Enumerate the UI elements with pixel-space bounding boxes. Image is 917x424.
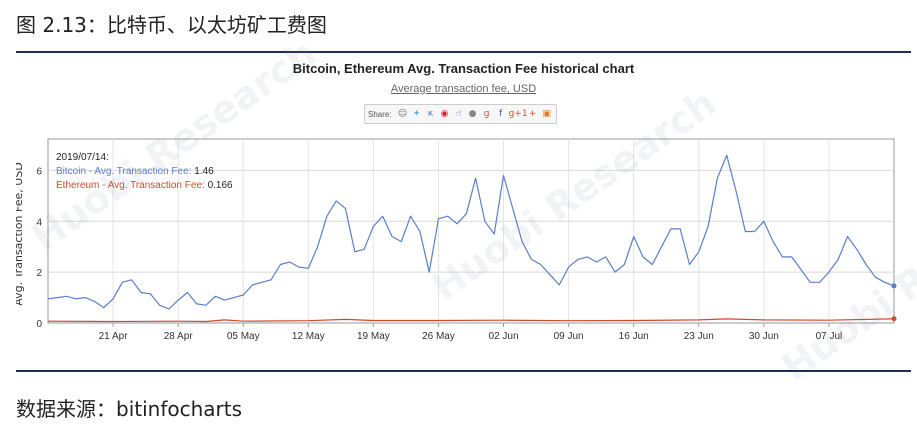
tooltip-entry-value: 1.46 xyxy=(194,166,214,177)
facebook-icon[interactable]: f xyxy=(498,109,503,119)
y-tick-label: 6 xyxy=(36,166,42,177)
x-tick-label: 09 Jun xyxy=(554,331,584,342)
y-tick-label: 0 xyxy=(36,319,42,330)
y-tick-label: 2 xyxy=(36,268,42,279)
weibo-icon[interactable]: ◉ xyxy=(440,109,449,119)
x-tick-label: 21 Apr xyxy=(99,331,129,342)
figure-caption: 图 2.13：比特币、以太坊矿工费图 xyxy=(16,13,327,37)
box-icon[interactable]: ▣ xyxy=(542,109,551,119)
share-toolbar: Share: ☺ ✦ к ◉ ☝ ● g f g+1 + ▣ xyxy=(364,104,557,124)
chart-subtitle[interactable]: Average transaction fee, USD xyxy=(390,83,537,95)
grid-layer xyxy=(47,138,895,324)
series-line-ethereum xyxy=(47,318,895,323)
x-tick-label: 26 May xyxy=(422,331,455,342)
x-tick-label: 23 Jun xyxy=(684,331,714,342)
tooltip-date: 2019/07/14: xyxy=(56,152,109,163)
x-tick-label: 05 May xyxy=(227,331,260,342)
x-tick-label: 30 Jun xyxy=(749,331,779,342)
x-tick-label: 12 May xyxy=(292,331,325,342)
tooltip-entry-label: Ethereum - Avg. Transaction Fee: xyxy=(56,180,208,191)
figure-source: 数据来源：bitinfocharts xyxy=(16,397,243,421)
plot-border xyxy=(47,138,895,324)
series-endpoint-ethereum xyxy=(891,316,897,322)
reddit-icon[interactable]: ☺ xyxy=(397,109,408,119)
series-line-bitcoin xyxy=(47,154,895,310)
y-tick-label: 4 xyxy=(36,217,42,228)
share-label: Share: xyxy=(368,109,392,119)
tooltip-entry-value: 0.166 xyxy=(208,180,233,191)
circle-icon[interactable]: ● xyxy=(468,109,477,119)
vk-icon[interactable]: к xyxy=(427,109,434,119)
axis-layer: 0 2 4 6 21 Apr 28 Apr 05 May 12 May 19 May 26 May… xyxy=(16,162,842,342)
chart-title: Bitcoin, Ethereum Avg. Transaction Fee h… xyxy=(292,61,635,76)
x-tick-label: 07 Jul xyxy=(816,331,843,342)
tooltip-entry: Ethereum - Avg. Transaction Fee: 0.166 xyxy=(56,180,233,191)
x-tick-label: 19 May xyxy=(357,331,390,342)
top-divider xyxy=(16,51,911,53)
googleplus-icon[interactable]: g xyxy=(483,109,490,119)
series-endpoint-bitcoin xyxy=(891,283,897,289)
tooltip-entry-label: Bitcoin - Avg. Transaction Fee: xyxy=(56,166,194,177)
x-tick-label: 02 Jun xyxy=(489,331,519,342)
x-tick-label: 28 Apr xyxy=(164,331,194,342)
tooltip-layer: 2019/07/14: Bitcoin - Avg. Transaction Fe… xyxy=(56,152,233,191)
twitter-icon[interactable]: ✦ xyxy=(412,109,421,119)
chart-plot: 0 2 4 6 21 Apr 28 Apr 05 May 12 May 19 May 26 May… xyxy=(16,138,897,342)
series-layer xyxy=(47,154,897,323)
tooltip-entry: Bitcoin - Avg. Transaction Fee: 1.46 xyxy=(56,166,214,177)
y-axis-label: Avg. Transaction Fee, USD xyxy=(16,162,25,306)
bottom-divider xyxy=(16,370,911,372)
gplus1-icon[interactable]: g+1 xyxy=(508,109,528,119)
thumb-icon[interactable]: ☝ xyxy=(455,109,462,119)
x-tick-label: 16 Jun xyxy=(619,331,649,342)
plus-icon[interactable]: + xyxy=(528,109,537,119)
chart-panel: 0 2 4 6 21 Apr 28 Apr 05 May 12 May 19 May 26 May… xyxy=(16,31,917,389)
